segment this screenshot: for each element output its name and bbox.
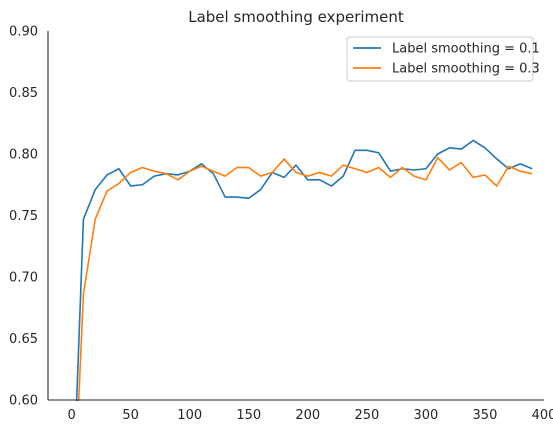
y-axis-ticks: 0.60 0.65 0.70 0.75 0.80 0.85 0.90 [9, 25, 38, 409]
x-tick-label: 300 [413, 408, 438, 423]
x-tick-label: 150 [236, 408, 261, 423]
x-axis-ticks: 0 50 100 150 200 250 300 350 400 [67, 408, 553, 423]
chart-title: Label smoothing experiment [188, 8, 404, 26]
y-tick-label: 0.90 [9, 25, 38, 40]
y-tick-label: 0.70 [9, 271, 38, 286]
x-tick-label: 200 [295, 408, 320, 423]
x-tick-label: 400 [532, 408, 553, 423]
y-tick-label: 0.80 [9, 148, 38, 163]
series-line-0 [75, 139, 533, 401]
x-tick-label: 50 [122, 408, 139, 423]
legend-label-0: Label smoothing = 0.1 [392, 42, 540, 57]
y-tick-label: 0.65 [9, 332, 38, 347]
series-layer [75, 139, 533, 401]
legend-box [346, 36, 534, 82]
x-tick-label: 100 [177, 408, 202, 423]
x-tick-label: 0 [67, 408, 75, 423]
x-tick-label: 350 [473, 408, 498, 423]
y-tick-label: 0.85 [9, 86, 38, 101]
series-line-1 [77, 156, 533, 401]
legend: Label smoothing = 0.1 Label smoothing = … [346, 36, 540, 82]
y-tick-label: 0.75 [9, 209, 38, 224]
legend-label-1: Label smoothing = 0.3 [392, 62, 540, 77]
x-tick-label: 250 [354, 408, 379, 423]
y-tick-label: 0.60 [9, 394, 38, 409]
